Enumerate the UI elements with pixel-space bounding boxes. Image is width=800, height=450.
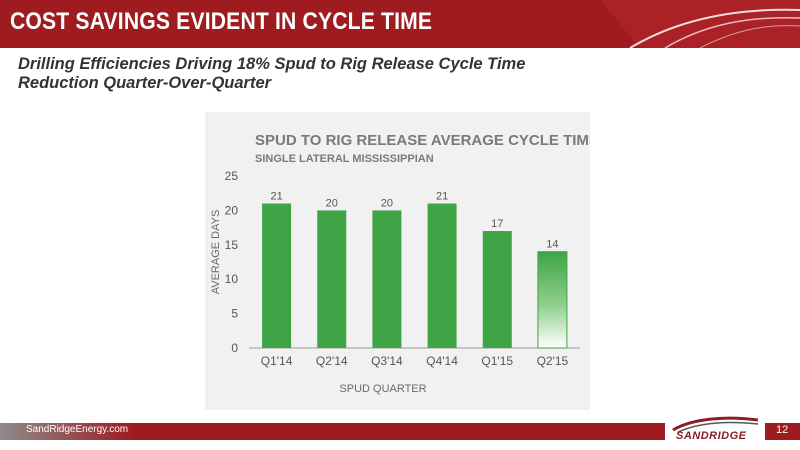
bar-5 [537,251,568,349]
bar-chart: SPUD TO RIG RELEASE AVERAGE CYCLE TIME S… [210,132,590,395]
slide-subtitle: Drilling Efficiencies Driving 18% Spud t… [18,55,638,93]
bar-4 [482,231,512,348]
y-tick-label-4: 20 [225,203,239,217]
slide-title: COST SAVINGS EVIDENT IN CYCLE TIME [10,8,433,35]
x-tick-label-1: Q2'14 [316,354,348,368]
bar-2 [372,210,402,348]
y-tick-label-5: 25 [225,169,239,183]
data-label-4: 17 [491,218,503,230]
header-swoosh-graphic [0,0,800,48]
x-tick-label-2: Q3'14 [371,354,403,368]
subtitle-line-2: Reduction Quarter-Over-Quarter [18,74,272,92]
x-tick-label-4: Q1'15 [481,354,513,368]
x-tick-label-0: Q1'14 [261,354,293,368]
page-number: 12 [776,424,789,436]
bar-3 [427,203,457,348]
y-tick-label-2: 10 [225,272,239,286]
chart-panel: SPUD TO RIG RELEASE AVERAGE CYCLE TIME S… [205,112,590,410]
data-label-3: 21 [436,191,448,203]
bar-1 [317,210,347,348]
sandridge-logo-text: SANDRIDGE [676,430,747,442]
x-tick-label-3: Q4'14 [426,354,458,368]
data-label-0: 21 [270,191,282,203]
bar-0 [262,203,292,348]
data-label-1: 20 [326,197,338,209]
data-label-5: 14 [546,239,558,251]
y-axis-label: AVERAGE DAYS [210,210,222,295]
x-axis-label: SPUD QUARTER [339,383,426,395]
subtitle-line-1: Drilling Efficiencies Driving 18% Spud t… [18,55,526,73]
data-label-2: 20 [381,197,393,209]
footer-bar [0,423,800,440]
header-banner: COST SAVINGS EVIDENT IN CYCLE TIME [0,0,800,48]
y-tick-label-1: 5 [231,307,238,321]
y-tick-label-3: 15 [225,238,239,252]
footer-website-link[interactable]: SandRidgeEnergy.com [26,424,129,435]
x-tick-label-5: Q2'15 [537,354,569,368]
sandridge-logo-icon [672,416,759,433]
chart-marks: 0 5 10 15 20 25 21 Q1'14 20 Q2'14 20 Q3'14 21 Q4'14 17… [225,169,580,368]
y-tick-label-0: 0 [231,341,238,355]
chart-title: SPUD TO RIG RELEASE AVERAGE CYCLE TIME [255,132,590,149]
chart-subtitle: SINGLE LATERAL MISSISSIPPIAN [255,153,434,165]
